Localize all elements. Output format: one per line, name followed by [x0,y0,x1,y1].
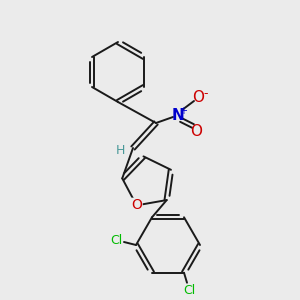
Text: O: O [192,89,204,104]
Text: O: O [190,124,202,139]
Text: O: O [131,198,142,212]
Text: N: N [172,107,184,122]
Text: H: H [115,145,125,158]
Text: +: + [179,106,187,116]
Text: -: - [204,88,208,100]
Text: Cl: Cl [183,284,195,297]
Text: Cl: Cl [110,233,122,247]
